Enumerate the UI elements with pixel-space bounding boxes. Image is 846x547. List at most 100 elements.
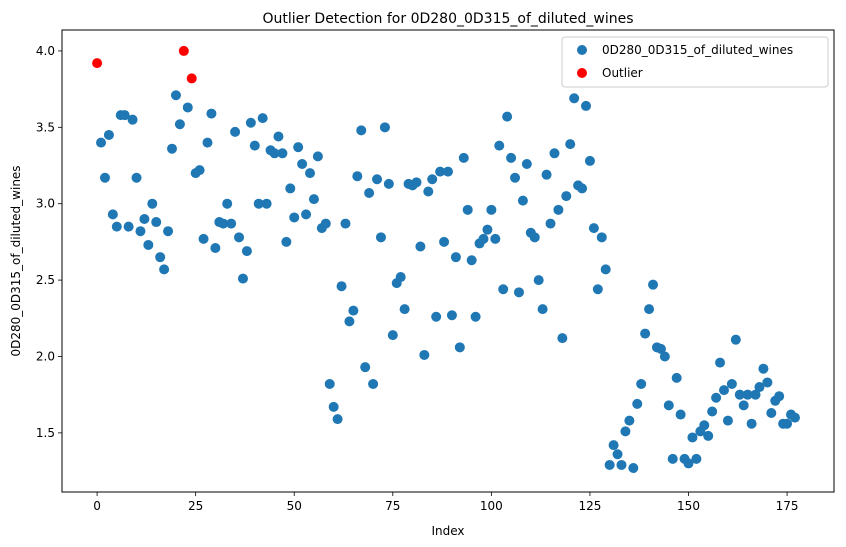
data-point	[269, 148, 280, 159]
y-tick-label: 3.0	[36, 197, 55, 211]
data-point	[561, 191, 572, 202]
outlier-point	[186, 73, 197, 84]
data-point	[715, 357, 726, 368]
data-point	[734, 389, 745, 400]
data-point	[494, 140, 505, 151]
data-point	[632, 398, 643, 409]
data-point	[352, 171, 363, 182]
data-point	[344, 316, 355, 327]
data-point	[277, 148, 288, 159]
data-point	[99, 172, 110, 183]
data-point	[222, 198, 233, 209]
data-point	[648, 279, 659, 290]
data-point	[640, 328, 651, 339]
data-point	[443, 166, 453, 177]
data-point	[230, 126, 241, 137]
data-point	[608, 440, 619, 451]
legend-marker-main-series	[577, 45, 587, 55]
x-tick-label: 0	[93, 499, 101, 513]
data-point	[707, 406, 718, 417]
data-point	[159, 264, 170, 275]
y-axis-label: 0D280_0D315_of_diluted_wines	[9, 165, 23, 356]
data-point	[782, 418, 793, 429]
data-point	[368, 378, 379, 389]
data-point	[517, 195, 528, 206]
data-point	[604, 459, 615, 470]
data-point	[293, 142, 304, 153]
data-point	[486, 204, 497, 215]
data-point	[423, 186, 434, 197]
data-point	[584, 155, 595, 166]
data-point	[766, 408, 777, 419]
data-point	[506, 152, 517, 163]
data-point	[758, 363, 769, 374]
legend-box	[561, 36, 829, 88]
data-point	[498, 284, 509, 295]
data-point	[620, 426, 631, 437]
x-tick-label: 175	[776, 499, 799, 513]
data-point	[360, 362, 371, 373]
data-point	[155, 252, 166, 263]
data-point	[218, 218, 229, 229]
data-points-layer	[92, 45, 800, 474]
data-point	[320, 218, 331, 229]
data-point	[628, 463, 639, 474]
data-point	[529, 232, 540, 243]
data-point	[711, 392, 722, 403]
data-point	[616, 459, 627, 470]
data-point	[119, 110, 130, 121]
legend-label-outlier: Outlier	[602, 66, 643, 80]
data-point	[726, 378, 737, 389]
data-point	[131, 172, 142, 183]
data-point	[738, 400, 749, 411]
data-point	[135, 226, 146, 237]
data-point	[226, 218, 237, 229]
data-point	[466, 255, 477, 266]
data-point	[470, 311, 481, 322]
data-point	[427, 174, 438, 185]
data-point	[194, 165, 205, 176]
data-point	[565, 139, 576, 150]
data-point	[687, 432, 698, 443]
data-point	[537, 304, 548, 315]
data-point	[301, 209, 312, 220]
data-point	[513, 287, 524, 298]
data-point	[667, 453, 678, 464]
data-point	[675, 409, 686, 420]
legend: 0D280_0D315_of_diluted_wines Outlier	[561, 36, 829, 88]
x-tick-label: 75	[385, 499, 400, 513]
data-point	[399, 304, 410, 315]
data-point	[435, 166, 446, 177]
data-point	[431, 311, 442, 322]
y-tick-label: 2.5	[36, 273, 55, 287]
x-tick-label: 25	[188, 499, 203, 513]
data-point	[257, 113, 268, 124]
data-point	[596, 232, 607, 243]
data-point	[588, 223, 599, 234]
data-point	[699, 420, 710, 431]
data-point	[143, 239, 154, 250]
data-point	[182, 102, 193, 113]
data-point	[789, 412, 800, 423]
data-point	[750, 389, 761, 400]
data-point	[774, 391, 785, 402]
data-point	[324, 378, 335, 389]
data-point	[249, 140, 260, 151]
data-point	[375, 232, 386, 243]
data-point	[234, 232, 245, 243]
data-point	[340, 218, 351, 229]
data-point	[722, 415, 733, 426]
x-axis-label: Index	[431, 524, 464, 538]
outlier-points	[92, 45, 197, 84]
x-axis: 0 25 50 75 100 125 150 175	[93, 492, 799, 513]
data-point	[241, 246, 252, 257]
data-point	[691, 453, 702, 464]
x-tick-label: 125	[578, 499, 601, 513]
data-point	[198, 233, 209, 244]
data-point	[332, 414, 343, 425]
data-point	[754, 382, 765, 393]
data-point	[237, 273, 248, 284]
data-point	[127, 114, 138, 125]
data-point	[683, 458, 694, 469]
data-point	[545, 218, 556, 229]
